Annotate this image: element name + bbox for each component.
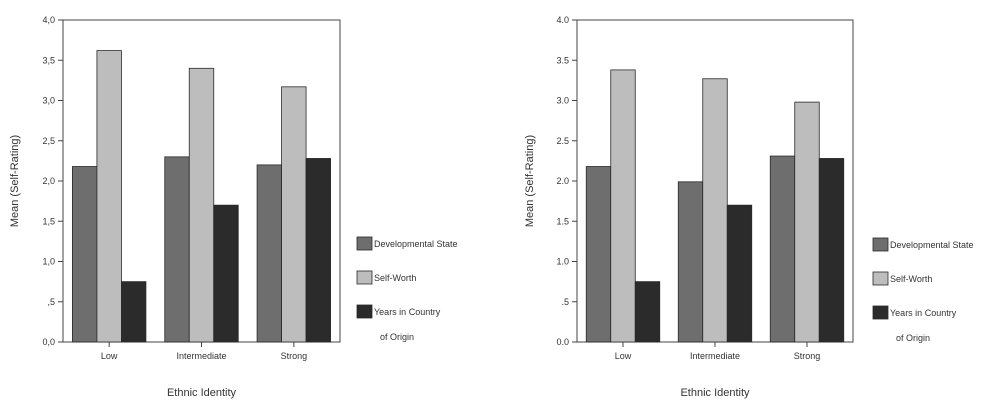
chart-right-y-axis-title: Mean (Self-Rating): [524, 135, 536, 227]
chart-left-y-tick-label: 1,0: [42, 257, 55, 267]
chart-left-y-tick-label: 4,0: [42, 15, 55, 25]
chart-left-y-tick-label: 2,5: [42, 136, 55, 146]
chart-right-y-tick-label: 3.0: [556, 96, 569, 106]
chart-right-legend-swatch-2: [872, 271, 889, 286]
chart-left-bar-strong-series-1: [256, 164, 282, 343]
chart-left-y-tick-label: ,5: [47, 297, 55, 307]
chart-left-bar-intermediate-series-1: [164, 156, 190, 343]
chart-left-x-tick-label: Strong: [281, 351, 308, 361]
chart-left-bar-low-series-2: [96, 50, 122, 343]
chart-left-bar-strong-series-2: [281, 86, 307, 343]
chart-right-bar-strong-series-2: [794, 101, 820, 343]
chart-right-bar-low-series-1: [585, 166, 612, 343]
chart-right-y-tick-label: 1.0: [556, 257, 569, 267]
chart-right-bar-low-series-3: [634, 281, 661, 343]
chart-right-bar-intermediate-series-1: [677, 181, 704, 343]
chart-left-y-tick-label: 2,0: [42, 176, 55, 186]
chart-left-x-tick-label: Low: [101, 351, 118, 361]
chart-left-legend-label-3: of Origin: [380, 332, 414, 342]
chart-right-legend-swatch-1: [872, 237, 889, 252]
chart-left-legend-label-2: Self-Worth: [374, 273, 416, 283]
chart-right-legend-label-3: of Origin: [896, 333, 930, 343]
chart-right-y-tick-label: .5: [561, 297, 569, 307]
chart-right-y-tick-label: 2.0: [556, 176, 569, 186]
chart-left-y-tick-label: 3,5: [42, 55, 55, 65]
chart-left-bar-intermediate-series-3: [213, 204, 239, 343]
chart-right-x-tick-label: Strong: [794, 351, 821, 361]
chart-left-legend-swatch-3: [356, 304, 373, 319]
chart-right-y-tick-label: 0.0: [556, 337, 569, 347]
chart-left-bar-strong-series-3: [305, 158, 331, 343]
chart-right-x-tick-label: Intermediate: [690, 351, 740, 361]
chart-left-legend-swatch-1: [356, 236, 373, 251]
chart-left-y-tick-label: 3,0: [42, 96, 55, 106]
chart-right-legend-label-2: Self-Worth: [890, 274, 932, 284]
chart-left-y-tick-label: 1,5: [42, 216, 55, 226]
chart-right-legend-label-1: Developmental State: [890, 240, 974, 250]
chart-right-legend-swatch-3: [872, 305, 889, 320]
chart-right-y-tick-label: 3.5: [556, 55, 569, 65]
chart-right-bar-strong-series-3: [818, 158, 845, 343]
chart-left-y-axis-title: Mean (Self-Rating): [9, 135, 21, 227]
chart-right-bar-low-series-2: [610, 69, 636, 343]
chart-left-y-tick-label: 0,0: [42, 337, 55, 347]
chart-right-y-tick-label: 2.5: [556, 136, 569, 146]
chart-left-x-tick-label: Intermediate: [176, 351, 226, 361]
chart-right-y-tick-label: 4.0: [556, 15, 569, 25]
chart-right-bar-intermediate-series-3: [726, 204, 753, 343]
chart-left-x-axis-title: Ethnic Identity: [167, 387, 237, 399]
chart-left-legend-label-3: Years in Country: [374, 307, 441, 317]
chart-left-legend-swatch-2: [356, 270, 373, 285]
chart-left-bar-intermediate-series-2: [188, 67, 215, 343]
chart-left-bar-low-series-1: [72, 166, 98, 343]
chart-left-legend-label-1: Developmental State: [374, 239, 458, 249]
chart-right-legend-label-3: Years in Country: [890, 308, 957, 318]
chart-right-x-axis-title: Ethnic Identity: [680, 387, 750, 399]
chart-right-x-tick-label: Low: [615, 351, 632, 361]
chart-right-bar-strong-series-1: [769, 155, 796, 343]
chart-left-bar-low-series-3: [121, 281, 147, 343]
chart-right-bar-intermediate-series-2: [702, 78, 728, 343]
chart-right-y-tick-label: 1.5: [556, 216, 569, 226]
